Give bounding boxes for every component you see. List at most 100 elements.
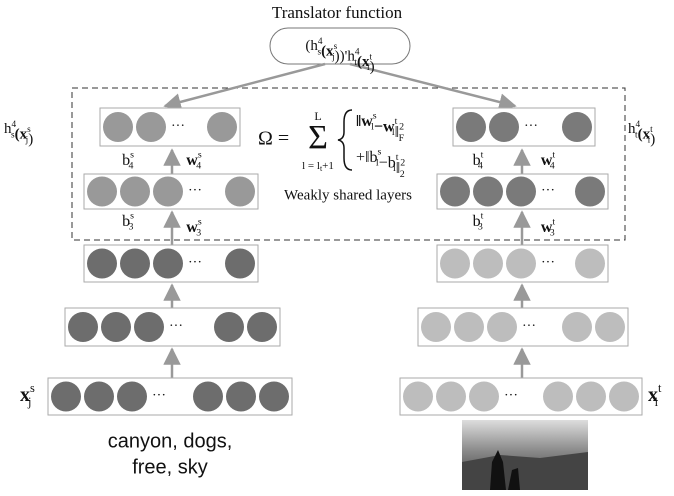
math-sub: F: [399, 133, 405, 144]
math-sub: 4: [478, 161, 483, 172]
math-sub: j: [27, 395, 31, 409]
neuron: [214, 312, 244, 342]
neuron: [117, 382, 147, 412]
neuron: [136, 112, 166, 142]
tag-line: free, sky: [132, 456, 208, 478]
neuron: [487, 312, 517, 342]
neuron: [473, 177, 503, 207]
math-base: ): [370, 59, 375, 75]
math-sub: 3: [196, 228, 201, 239]
photo: [462, 420, 588, 490]
neuron: [440, 177, 470, 207]
neuron: [259, 382, 289, 412]
ellipsis: ···: [524, 119, 538, 134]
neuron: [153, 249, 183, 279]
math-sup: t: [481, 150, 484, 161]
math-sup: s: [130, 150, 134, 161]
math-sub: i: [655, 395, 659, 409]
math-label: wt4: [541, 150, 556, 172]
neuron: [473, 249, 503, 279]
math-sup: 2: [399, 122, 404, 133]
omega-lower-tail: +1: [322, 160, 334, 172]
math-label: bt4: [473, 150, 484, 172]
math-label: ‖wsl−wtl‖2F: [356, 111, 405, 144]
ellipsis: ···: [171, 119, 185, 134]
ellipsis: ···: [188, 256, 202, 271]
neuron: [87, 249, 117, 279]
neuron: [575, 177, 605, 207]
math-sup: s: [130, 211, 134, 222]
neuron: [609, 382, 639, 412]
math-base: ))'h: [335, 49, 356, 65]
neuron: [562, 112, 592, 142]
math-label: bt3: [473, 211, 484, 233]
neuron: [207, 112, 237, 142]
omega-lower: l = lt+1: [302, 160, 334, 173]
neuron: [456, 112, 486, 142]
math-sup: t: [552, 150, 555, 161]
omega-sum: Σ: [308, 119, 328, 156]
neuron: [595, 312, 625, 342]
ellipsis: ···: [541, 184, 555, 199]
neuron: [225, 177, 255, 207]
math-sup: t: [481, 211, 484, 222]
neuron: [193, 382, 223, 412]
math-sup: 2: [400, 158, 405, 169]
shared-label: Weakly shared layers: [284, 187, 412, 203]
ellipsis: ···: [188, 184, 202, 199]
math-sub: 2: [400, 169, 405, 180]
math-sub: 3: [550, 228, 555, 239]
neuron: [226, 382, 256, 412]
ellipsis: ···: [541, 256, 555, 271]
neuron: [469, 382, 499, 412]
math-sub: 3: [478, 222, 483, 233]
neuron: [103, 112, 133, 142]
math-base: ): [650, 132, 655, 148]
title: Translator function: [272, 3, 403, 22]
omega-lower-base: l = l: [302, 160, 320, 172]
neuron: [84, 382, 114, 412]
neuron: [51, 382, 81, 412]
math-sub: 3: [128, 222, 133, 233]
neuron: [403, 382, 433, 412]
neuron: [134, 312, 164, 342]
math-sub: 4: [550, 161, 555, 172]
diagram: Translator function ··· ··· ··· ··· ··· ··· ··…: [0, 0, 674, 496]
math-sup: s: [30, 381, 35, 395]
neuron: [120, 177, 150, 207]
neuron: [87, 177, 117, 207]
neuron: [506, 249, 536, 279]
math-sup: t: [658, 381, 662, 395]
math-sup: s: [198, 217, 202, 228]
ellipsis: ···: [152, 389, 166, 404]
neuron: [101, 312, 131, 342]
math-sup: s: [198, 150, 202, 161]
math-base: +‖b: [356, 149, 378, 166]
omega-upper: L: [314, 109, 321, 123]
neuron: [120, 249, 150, 279]
omega-lhs: Ω =: [258, 128, 289, 150]
ellipsis: ···: [504, 389, 518, 404]
math-base: ): [28, 132, 33, 148]
tag-line: canyon, dogs,: [108, 430, 233, 452]
brace: [338, 110, 352, 170]
neuron: [440, 249, 470, 279]
neuron: [489, 112, 519, 142]
neuron: [421, 312, 451, 342]
neuron: [225, 249, 255, 279]
math-sub: 4: [128, 161, 133, 172]
neuron: [576, 382, 606, 412]
neuron: [153, 177, 183, 207]
neuron: [575, 249, 605, 279]
neuron: [436, 382, 466, 412]
neuron: [562, 312, 592, 342]
ellipsis: ···: [522, 319, 536, 334]
neuron: [247, 312, 277, 342]
math-label: h4t(xti): [628, 120, 655, 148]
